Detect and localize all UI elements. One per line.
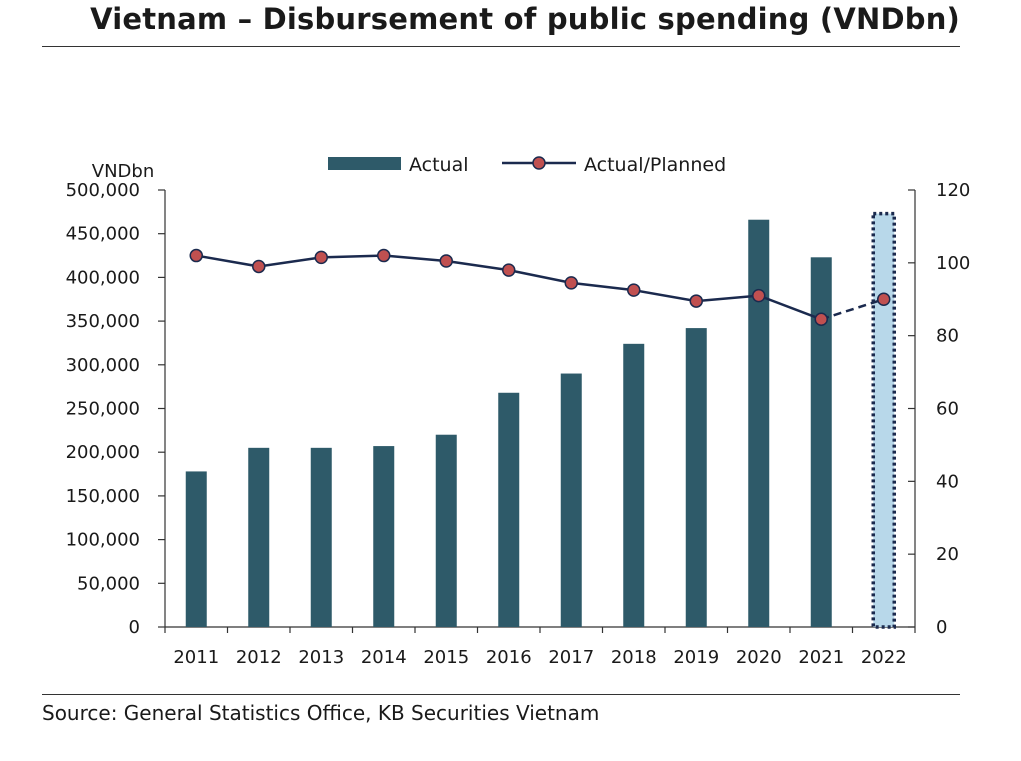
x-tick-label: 2011	[173, 647, 219, 668]
right-tick-label: 120	[936, 180, 970, 201]
x-tick-label: 2014	[361, 647, 407, 668]
legend-label-actual: Actual	[409, 154, 469, 176]
x-tick-label: 2018	[611, 647, 657, 668]
ratio-point-2019	[689, 294, 703, 308]
bottom-rule	[42, 694, 960, 695]
legend-swatch-marker	[532, 156, 546, 170]
left-tick-label: 200,000	[66, 442, 140, 463]
source-note: Source: General Statistics Office, KB Se…	[42, 701, 600, 725]
bar-2018	[623, 343, 645, 627]
x-tick-label: 2022	[861, 647, 907, 668]
left-tick-label: 300,000	[66, 355, 140, 376]
x-tick-label: 2013	[298, 647, 344, 668]
forecast-bar-2022	[871, 211, 896, 629]
x-tick-label: 2016	[486, 647, 532, 668]
bar-2016	[498, 392, 520, 627]
legend: Actual Actual/Planned	[328, 154, 726, 176]
left-axis: VNDbn 0 50,000 100,000 150,000 200,000 250,000…	[66, 161, 166, 638]
ratio-point-2016	[502, 263, 516, 277]
left-axis-unit: VNDbn	[92, 161, 154, 182]
x-axis: 2011 2012 2013 2014 2015 2016 2017 2018 2019 2020…	[164, 626, 916, 668]
right-tick-label: 60	[936, 399, 959, 420]
left-tick-label: 500,000	[66, 180, 140, 201]
x-tick-label: 2019	[673, 647, 719, 668]
ratio-point-2022	[877, 292, 891, 306]
bar-2011	[185, 471, 207, 627]
bar-2015	[435, 434, 457, 627]
right-tick-label: 100	[936, 253, 970, 274]
bar-2021	[810, 257, 832, 627]
left-tick-label: 350,000	[66, 311, 140, 332]
right-tick-label: 0	[936, 617, 947, 638]
left-tick-label: 450,000	[66, 224, 140, 245]
line-series	[189, 248, 891, 327]
ratio-point-2012	[252, 259, 266, 274]
right-tick-label: 80	[936, 326, 959, 347]
bar-2019	[685, 328, 707, 627]
ratio-point-2018	[627, 283, 641, 297]
top-rule	[42, 46, 960, 47]
left-tick-label: 250,000	[66, 399, 140, 420]
bar-2017	[560, 373, 582, 627]
bar-2012	[248, 447, 270, 627]
x-tick-label: 2017	[548, 647, 594, 668]
left-tick-label: 0	[129, 617, 140, 638]
left-tick-label: 400,000	[66, 267, 140, 288]
x-tick-label: 2015	[423, 647, 469, 668]
left-tick-label: 100,000	[66, 530, 140, 551]
legend-label-ratio: Actual/Planned	[584, 154, 726, 176]
bar-2013	[310, 447, 332, 627]
ratio-point-2013	[314, 250, 328, 265]
bar-2014	[373, 446, 395, 627]
ratio-point-2011	[189, 248, 203, 263]
right-tick-label: 40	[936, 471, 959, 492]
ratio-point-2014	[377, 248, 391, 263]
left-tick-label: 50,000	[77, 573, 140, 594]
x-tick-label: 2012	[236, 647, 282, 668]
ratio-point-2015	[439, 254, 453, 268]
right-tick-label: 20	[936, 544, 959, 565]
left-tick-label: 150,000	[66, 486, 140, 507]
x-tick-label: 2021	[798, 647, 844, 668]
chart-title: Vietnam – Disbursement of public spendin…	[90, 2, 960, 36]
legend-swatch-actual	[328, 157, 401, 170]
ratio-point-2020	[752, 288, 766, 303]
ratio-line-forecast	[820, 298, 885, 321]
ratio-point-2017	[564, 276, 578, 290]
ratio-point-2021	[814, 312, 828, 327]
bar-series	[185, 211, 896, 629]
right-axis: 0 20 40 60 80 100 120	[908, 180, 970, 638]
x-tick-label: 2020	[736, 647, 782, 668]
bar-2020	[748, 219, 770, 627]
